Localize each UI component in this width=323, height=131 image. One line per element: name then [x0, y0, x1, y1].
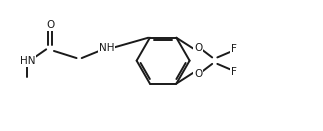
Text: F: F [231, 67, 237, 77]
Text: F: F [231, 44, 237, 54]
Text: O: O [46, 20, 54, 30]
Text: HN: HN [19, 56, 34, 66]
Text: O: O [194, 43, 202, 53]
Text: HN: HN [20, 56, 35, 66]
Text: O: O [194, 69, 202, 79]
Text: HN: HN [20, 56, 35, 66]
Text: NH: NH [99, 43, 114, 53]
